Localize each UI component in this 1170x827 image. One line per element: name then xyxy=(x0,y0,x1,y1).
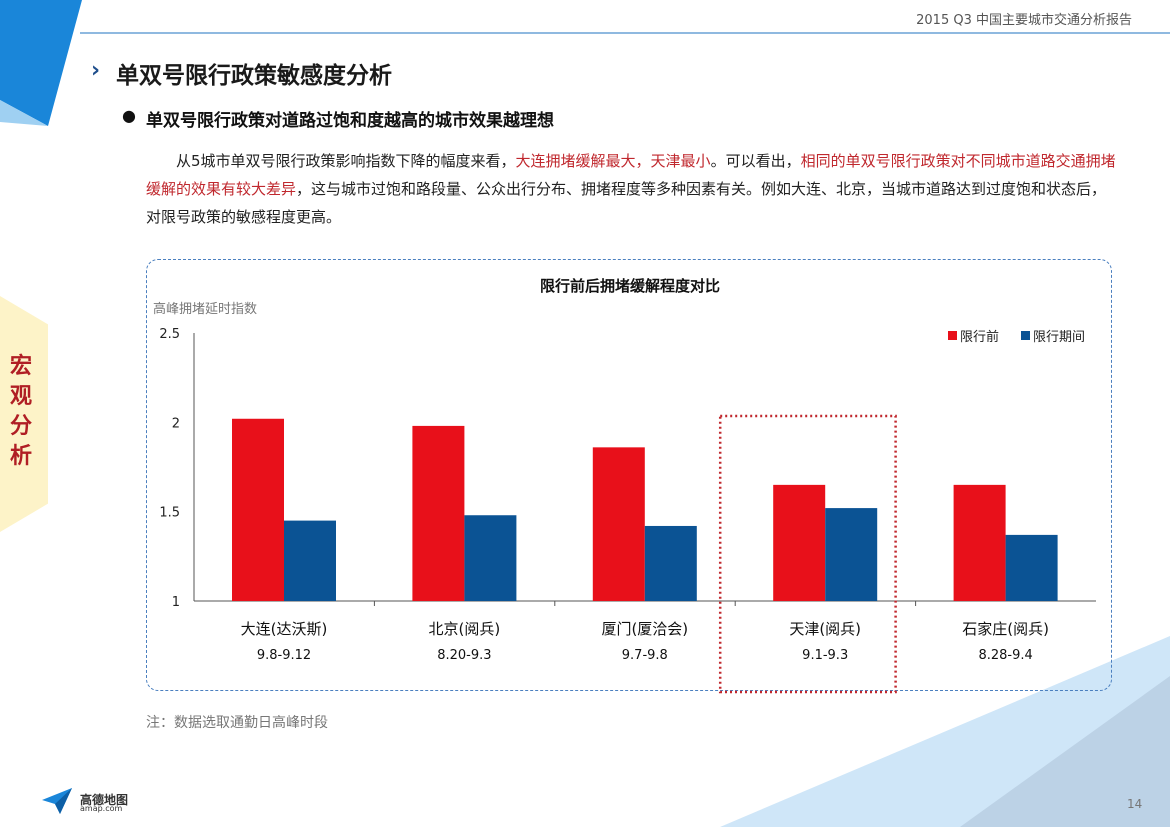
x-tick-label: 石家庄(阅兵) xyxy=(962,620,1049,638)
legend-swatch xyxy=(1021,331,1030,340)
bar-during xyxy=(644,525,697,601)
chart-title: 限行前后拥堵缓解程度对比 xyxy=(540,277,720,295)
body-highlight-1: 大连拥堵缓解最大，天津最小 xyxy=(515,152,711,170)
bar-during xyxy=(1005,534,1058,601)
chart-frame xyxy=(146,259,1112,691)
date-range-label: 8.20-9.3 xyxy=(437,648,491,663)
y-axis-label: 高峰拥堵延时指数 xyxy=(153,301,257,317)
section-title: 单双号限行政策敏感度分析 xyxy=(116,63,392,89)
legend-label: 限行前 xyxy=(960,329,999,345)
bar-before xyxy=(953,484,1006,601)
bar-before xyxy=(592,447,645,601)
body-part-3: ，这与城市过饱和路段量、公众出行分布、拥堵程度等多种因素有关。例如大连、北京，当… xyxy=(146,180,1107,226)
date-range-label: 9.1-9.3 xyxy=(802,648,848,663)
date-range-label: 9.7-9.8 xyxy=(622,648,668,663)
corner-decoration-top-left xyxy=(0,0,82,126)
date-range-label: 9.8-9.12 xyxy=(257,648,311,663)
amap-logo-icon xyxy=(42,788,72,814)
x-tick-label: 天津(阅兵) xyxy=(789,620,861,638)
legend-label: 限行期间 xyxy=(1033,330,1085,345)
bar-during xyxy=(825,508,878,601)
body-paragraph: 从5城市单双号限行政策影响指数下降的幅度来看，大连拥堵缓解最大，天津最小。可以看… xyxy=(146,147,1116,231)
y-tick-label: 2 xyxy=(172,416,180,431)
page-number: 14 xyxy=(1127,797,1143,811)
y-tick-label: 2.5 xyxy=(159,327,180,342)
bar-during xyxy=(284,520,336,601)
bar-before xyxy=(773,484,826,601)
bar-during xyxy=(464,515,517,601)
side-tab-label: 宏观分析 xyxy=(9,354,32,469)
bullet-icon: ● xyxy=(122,106,136,125)
body-part-2: 。可以看出， xyxy=(710,152,801,170)
x-tick-label: 北京(阅兵) xyxy=(429,620,501,638)
footnote: 注：数据选取通勤日高峰时段 xyxy=(146,715,328,731)
bar-before xyxy=(232,418,284,601)
bar-before xyxy=(412,425,465,601)
x-tick-label: 大连(达沃斯) xyxy=(241,620,328,638)
y-tick-label: 1 xyxy=(172,595,180,610)
x-tick-label: 厦门(厦洽会) xyxy=(601,620,688,638)
logo-domain: amap.com xyxy=(80,804,123,813)
chevron-right-icon: › xyxy=(91,58,101,83)
date-range-label: 8.28-9.4 xyxy=(978,648,1032,663)
body-part-1: 从5城市单双号限行政策影响指数下降的幅度来看， xyxy=(176,152,516,170)
report-title: 2015 Q3 中国主要城市交通分析报告 xyxy=(916,13,1132,28)
header-rule xyxy=(80,32,1170,34)
logo-name: 高德地图 xyxy=(80,793,129,807)
legend-swatch xyxy=(948,331,957,340)
side-tab xyxy=(0,296,48,532)
body-highlight-2: 相同的单双号限行政策对不同城市道路交通拥堵缓解的效果有较大差异 xyxy=(146,152,1116,198)
subtitle: 单双号限行政策对道路过饱和度越高的城市效果越理想 xyxy=(146,111,554,131)
y-tick-label: 1.5 xyxy=(159,506,180,521)
